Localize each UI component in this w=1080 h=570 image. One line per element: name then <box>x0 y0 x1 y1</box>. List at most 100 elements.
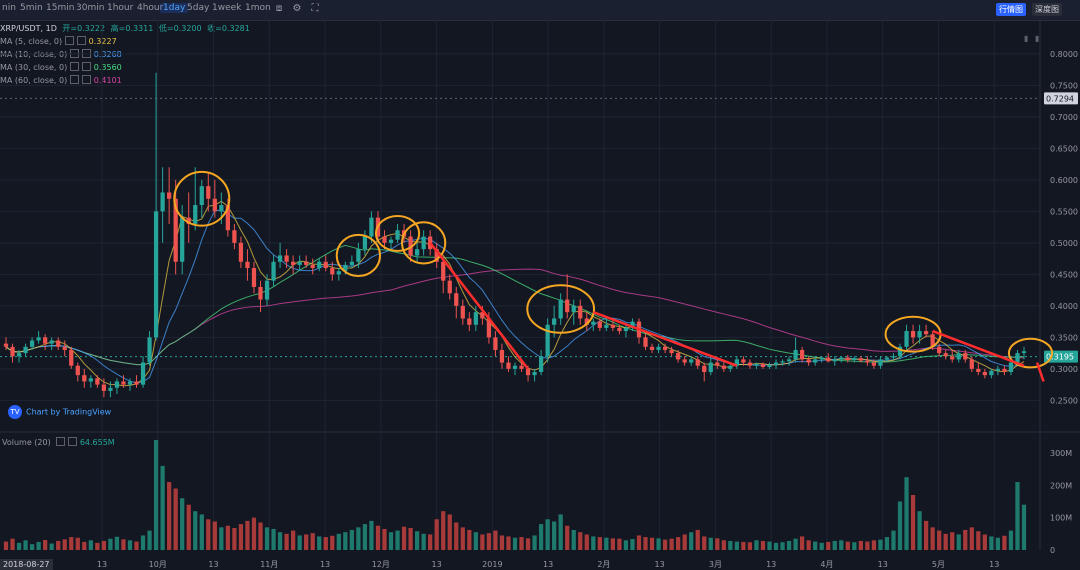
candle-body <box>734 359 739 366</box>
ma-settings-icon[interactable] <box>70 62 80 71</box>
candle-body <box>173 198 178 262</box>
volume-bar <box>773 542 779 550</box>
volume-bar <box>943 533 948 550</box>
trend-line <box>932 329 1025 367</box>
ma-legend-label: MA (5, close, 0) <box>0 37 63 46</box>
timeframe-4hour[interactable]: 4hour <box>137 3 164 13</box>
settings-icon[interactable]: ⚙ <box>292 3 302 14</box>
volume-bar <box>127 540 133 550</box>
timeframe-30min[interactable]: 30min <box>76 3 105 13</box>
fullscreen-icon[interactable]: ⛶ <box>311 3 319 14</box>
timeframe-5day[interactable]: 5day <box>187 3 210 13</box>
pane-collapse-icon[interactable]: ▮ <box>1024 34 1029 43</box>
ma-settings-icon[interactable] <box>65 36 75 45</box>
candle-body <box>101 384 107 391</box>
candle-body <box>127 381 133 385</box>
volume-bar <box>277 532 283 550</box>
volume-bar <box>375 525 381 550</box>
volume-bar <box>108 538 113 550</box>
candle-body <box>499 349 505 363</box>
volume-legend: Volume (20) 64.655M <box>2 437 115 447</box>
volume-bar <box>82 541 87 550</box>
volume-bar <box>3 541 9 550</box>
candle-body <box>715 362 720 366</box>
price-chart[interactable]: 13 10月 13 11月 13 12月 13 2019 13 2月 13 3月 13 4月 13 5月 13 0… <box>0 20 1080 570</box>
candle-body <box>454 293 459 306</box>
timeframe-5min[interactable]: 5min <box>20 3 43 13</box>
volume-bar <box>140 535 146 550</box>
candle-body <box>284 255 289 262</box>
date-label: 13 <box>878 560 888 569</box>
volume-bar <box>232 528 237 550</box>
volume-bar <box>330 535 335 550</box>
date-label: 13 <box>766 560 776 569</box>
ma-settings-icon[interactable] <box>70 75 80 84</box>
volume-bar <box>369 520 374 550</box>
timeframe-1hour[interactable]: 1hour <box>107 3 134 13</box>
candle-body <box>277 255 283 262</box>
volume-bar <box>552 521 557 550</box>
candle-body <box>3 343 9 347</box>
timeframe-nin[interactable]: nin <box>2 3 16 13</box>
ma-visibility-icon[interactable] <box>82 62 92 71</box>
timeframe-15min[interactable]: 15min <box>46 3 75 13</box>
candle-body <box>414 249 420 256</box>
ma-visibility-icon[interactable] <box>77 36 87 45</box>
candle-body <box>969 359 974 369</box>
volume-bar <box>291 530 296 550</box>
tradingview-brand[interactable]: TV Chart by TradingView <box>8 405 111 419</box>
volume-bar <box>304 534 309 550</box>
candle-body <box>695 359 700 366</box>
volume-bar <box>610 538 616 550</box>
candle-body <box>49 340 54 344</box>
candle-body <box>662 346 668 350</box>
candle-body <box>800 349 805 360</box>
ma-visibility-icon[interactable] <box>82 75 92 84</box>
volume-bar <box>800 536 805 550</box>
candle-body <box>506 362 511 369</box>
volume-settings-icon[interactable] <box>56 437 66 446</box>
candle-body <box>871 362 877 366</box>
candle-body <box>219 205 224 212</box>
timeframe-1day[interactable]: 1day <box>160 3 189 13</box>
volume-tick-label: 300M <box>1050 449 1072 458</box>
candle-body <box>591 321 596 325</box>
candle-body <box>532 372 537 376</box>
timeframe-1week[interactable]: 1week <box>212 3 242 13</box>
price-label-text: 0.7294 <box>1046 94 1074 103</box>
date-label: 13 <box>655 560 665 569</box>
market-chart-button[interactable]: 行情图 <box>996 3 1026 16</box>
volume-bar <box>1008 530 1014 550</box>
volume-bar <box>597 537 602 550</box>
volume-bar <box>134 541 139 550</box>
candle-body <box>186 217 191 224</box>
candle-body <box>845 357 850 361</box>
candle-body <box>852 358 857 361</box>
candle-body <box>82 375 87 382</box>
camera-icon[interactable]: ⧈ <box>275 3 283 14</box>
timeframe-1mon[interactable]: 1mon <box>245 3 271 13</box>
candle-body <box>356 249 361 262</box>
candle-body <box>760 363 766 367</box>
volume-bar <box>923 520 929 550</box>
volume-bar <box>121 539 126 550</box>
candle-body <box>232 230 237 243</box>
depth-chart-button[interactable]: 深度图 <box>1032 3 1062 16</box>
date-label: 13 <box>320 560 330 569</box>
volume-bar <box>754 540 759 550</box>
volume-bar <box>826 541 831 550</box>
candle-body <box>610 324 616 328</box>
candle-body <box>271 261 276 281</box>
volume-bar <box>447 514 452 550</box>
pane-maximize-icon[interactable]: ▮ <box>1035 34 1040 43</box>
candle-body <box>578 305 583 319</box>
candle-body <box>512 365 518 369</box>
volume-bar <box>558 514 563 550</box>
candle-body <box>336 271 341 275</box>
volume-close-icon[interactable] <box>68 437 78 446</box>
volume-bar <box>186 504 191 550</box>
candle-body <box>23 346 28 354</box>
volume-bar <box>336 533 341 550</box>
volume-bar <box>604 537 609 550</box>
price-tick-label: 0.6500 <box>1050 144 1078 153</box>
